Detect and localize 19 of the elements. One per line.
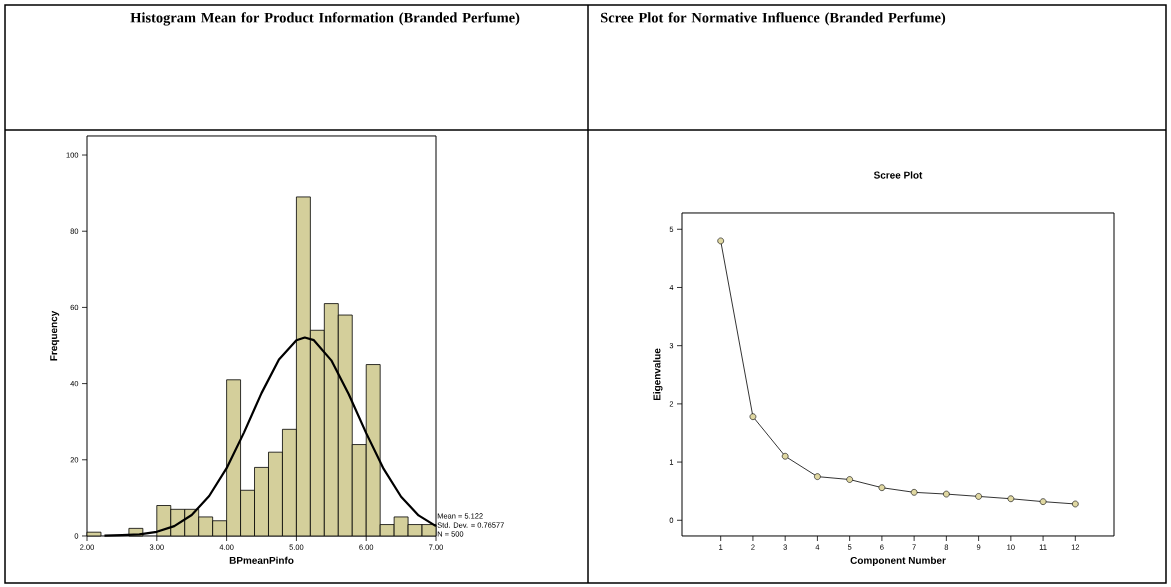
point [910,489,918,496]
x-axis-title: BPmeanPinfo [229,556,294,564]
point [749,413,757,420]
point [943,490,950,498]
x-axis-title: Component Number [850,556,946,566]
point [975,493,982,500]
y-axis-title: Eigenvalue [653,348,663,401]
point [846,476,853,483]
chart-title: Scree Plot for Normative Influence (Branded Perfume) [600,12,946,26]
point [814,473,821,480]
point [781,452,789,460]
point [1007,495,1015,503]
point [717,237,724,245]
point [1072,500,1079,508]
y-axis-title: Frequency [50,310,60,361]
point [1039,498,1047,505]
chart-subtitle: Scree Plot [873,171,923,179]
point [878,484,886,491]
chart-title: Histogram Mean for Product Information (Branded Perfume) [130,12,520,26]
